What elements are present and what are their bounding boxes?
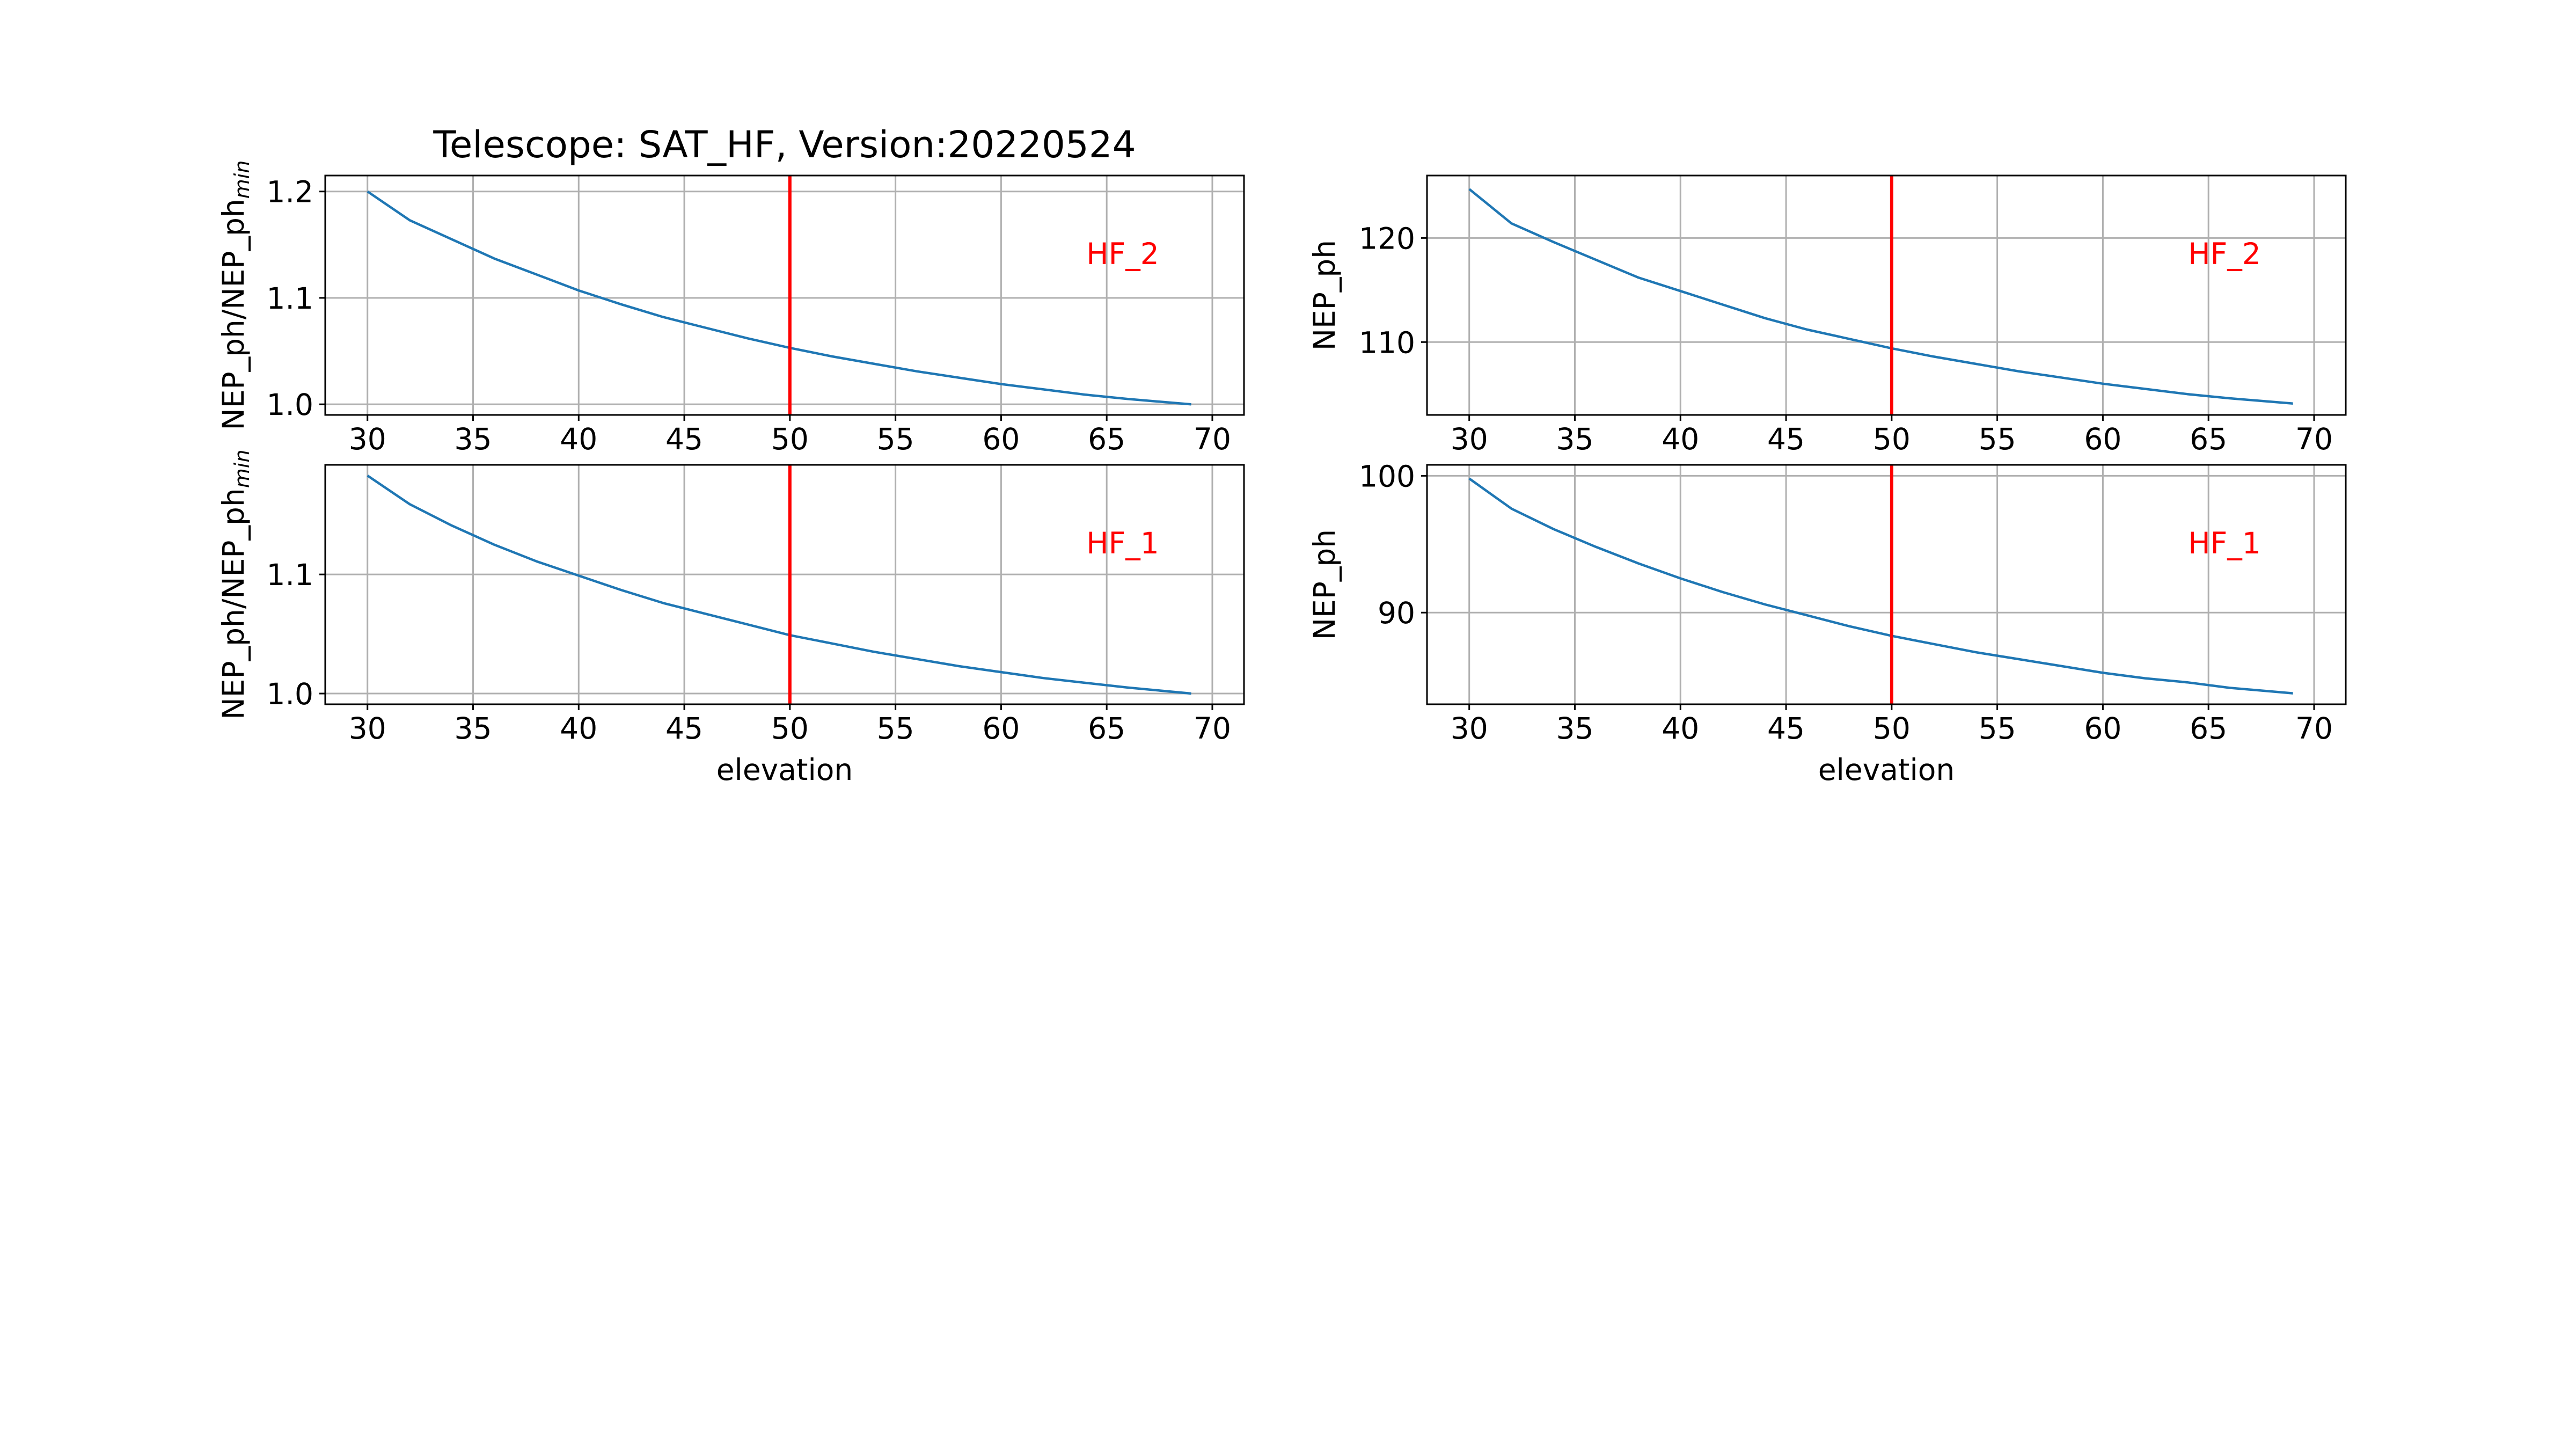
axes-frame [324, 464, 1245, 705]
series-line-0 [1468, 188, 2293, 405]
x-tick-label: 30 [1451, 711, 1488, 746]
x-axis-label: elevation [716, 753, 853, 787]
series-line-0 [367, 475, 1191, 695]
y-tick-label: 1.0 [267, 677, 313, 711]
chart-panel-bottom-right: 30 35 40 45 50 55 60 65 70 90 100 NEP_ph elevation HF… [1307, 459, 2347, 787]
y-axis-label-text: NEP_ph [1307, 529, 1342, 640]
chart-panel-top-left: 30 35 40 45 50 55 60 65 70 1.0 1.1 1.2 NEP_ph/NEP_ph… [216, 160, 1245, 456]
channel-annotation: HF_1 [1086, 526, 1159, 560]
x-tick-label: 55 [1979, 422, 2016, 456]
x-tick-label: 70 [1194, 711, 1231, 746]
panels: 30 35 40 45 50 55 60 65 70 1.0 1.1 1.2 NEP_ph/NEP_ph… [216, 160, 2347, 787]
x-tick-label: 65 [1088, 711, 1125, 746]
x-tick-label: 50 [771, 711, 809, 746]
x-tick-label: 55 [877, 711, 914, 746]
x-tick-label: 45 [665, 422, 703, 456]
x-tick-label: 35 [454, 711, 492, 746]
y-axis-label-text: NEP_ph [1307, 240, 1342, 351]
x-tick-label: 35 [1556, 422, 1593, 456]
y-tick-label: 120 [1359, 221, 1415, 256]
x-tick-label: 50 [771, 422, 809, 456]
chart-panel-top-right: 30 35 40 45 50 55 60 65 70 110 120 NEP_ph HF_2 [1307, 174, 2347, 456]
x-tick-label: 70 [2295, 422, 2333, 456]
x-tick-label: 45 [665, 711, 703, 746]
y-axis-label: NEP_ph [1307, 529, 1342, 640]
x-tick-label: 40 [1662, 422, 1699, 456]
x-tick-label: 30 [1451, 422, 1488, 456]
channel-annotation: HF_2 [2188, 237, 2261, 271]
x-tick-label: 45 [1767, 422, 1805, 456]
x-tick-label: 30 [349, 422, 386, 456]
y-axis-label: NEP_ph/NEP_phmin [216, 450, 254, 720]
y-tick-label: 1.1 [267, 281, 313, 316]
x-tick-label: 65 [2190, 422, 2227, 456]
x-tick-label: 55 [1979, 711, 2016, 746]
axes-frame [1426, 464, 2347, 705]
y-axis-label-text: NEP_ph/NEP_ph [216, 199, 251, 430]
y-axis-label-text: NEP_ph/NEP_ph [216, 488, 251, 719]
x-tick-label: 65 [2190, 711, 2227, 746]
y-axis-label-subscript: min [230, 160, 254, 199]
x-tick-label: 45 [1767, 711, 1805, 746]
y-tick-label: 1.0 [267, 388, 313, 422]
x-tick-label: 35 [1556, 711, 1593, 746]
series-line-0 [1468, 477, 2293, 695]
x-tick-label: 60 [2084, 711, 2121, 746]
y-axis-label-subscript: min [230, 450, 254, 488]
x-tick-label: 50 [1873, 422, 1911, 456]
x-tick-label: 40 [560, 422, 597, 456]
channel-annotation: HF_1 [2188, 526, 2261, 560]
y-tick-label: 110 [1359, 325, 1415, 360]
x-tick-label: 60 [2084, 422, 2121, 456]
axes-frame [1426, 174, 2347, 416]
channel-annotation: HF_2 [1086, 237, 1159, 271]
y-tick-label: 1.1 [267, 558, 313, 592]
series-line-0 [367, 190, 1191, 406]
x-tick-label: 65 [1088, 422, 1125, 456]
y-axis-label: NEP_ph/NEP_phmin [216, 160, 254, 431]
x-tick-label: 30 [349, 711, 386, 746]
x-tick-label: 40 [1662, 711, 1699, 746]
x-tick-label: 70 [1194, 422, 1231, 456]
x-tick-label: 70 [2295, 711, 2333, 746]
y-tick-label: 90 [1378, 596, 1415, 630]
y-tick-label: 1.2 [267, 175, 313, 209]
x-tick-label: 60 [982, 422, 1020, 456]
axes-frame [324, 174, 1245, 416]
y-axis-label: NEP_ph [1307, 240, 1342, 351]
x-tick-label: 40 [560, 711, 597, 746]
chart-panel-bottom-left: 30 35 40 45 50 55 60 65 70 1.0 1.1 NEP_ph/NEP_phmin… [216, 450, 1245, 787]
x-tick-label: 60 [982, 711, 1020, 746]
x-tick-label: 55 [877, 422, 914, 456]
x-tick-label: 35 [454, 422, 492, 456]
y-tick-label: 100 [1359, 459, 1415, 493]
x-axis-label: elevation [1818, 753, 1955, 787]
figure-title: Telescope: SAT_HF, Version:20220524 [433, 123, 1136, 166]
x-tick-label: 50 [1873, 711, 1911, 746]
